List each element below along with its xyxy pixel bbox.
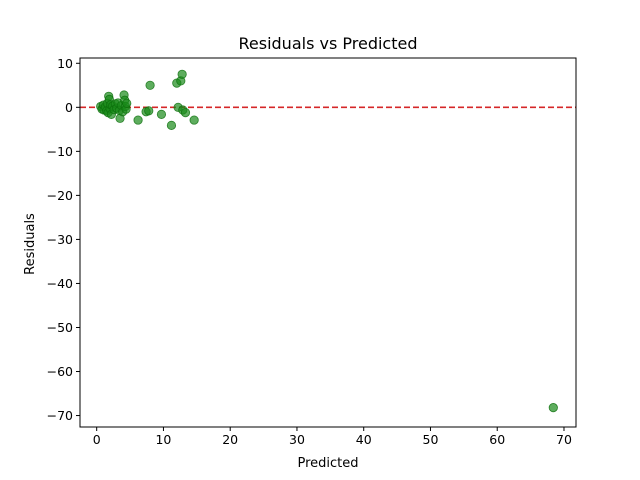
plot-area-frame — [79, 57, 577, 428]
x-axis-label: Predicted — [297, 456, 358, 471]
data-points — [96, 69, 558, 413]
y-tick-label: −50 — [47, 320, 73, 335]
x-tick-label: 60 — [489, 432, 505, 447]
data-point — [133, 115, 143, 125]
x-tick-label: 10 — [155, 432, 171, 447]
x-tick-label: 40 — [356, 432, 372, 447]
data-point — [144, 106, 154, 116]
x-tick-label: 30 — [289, 432, 305, 447]
data-point — [166, 120, 177, 130]
y-tick-label: −60 — [47, 364, 73, 379]
x-tick-label: 0 — [93, 432, 101, 447]
y-axis-ticks: 10 0 −10 −20 −30 −40 −50 −60 −70 — [47, 56, 80, 423]
data-point — [177, 69, 187, 79]
y-tick-label: 0 — [65, 100, 73, 115]
y-tick-label: −40 — [47, 276, 73, 291]
data-point — [122, 98, 132, 108]
chart-title: Residuals vs Predicted — [239, 34, 418, 53]
x-tick-label: 70 — [556, 432, 572, 447]
y-tick-label: −10 — [47, 144, 73, 159]
x-axis-ticks: 0 10 20 30 40 50 60 70 — [93, 427, 572, 447]
y-tick-label: −30 — [47, 232, 73, 247]
x-tick-label: 20 — [222, 432, 238, 447]
data-point — [548, 403, 558, 413]
y-axis-label: Residuals — [23, 213, 38, 275]
y-tick-label: −20 — [47, 188, 73, 203]
y-tick-label: 10 — [57, 56, 73, 71]
y-tick-label: −70 — [47, 408, 73, 423]
data-point — [189, 115, 199, 125]
data-point — [145, 80, 155, 90]
data-point — [180, 108, 191, 118]
data-point — [156, 109, 167, 119]
x-tick-label: 50 — [423, 432, 439, 447]
